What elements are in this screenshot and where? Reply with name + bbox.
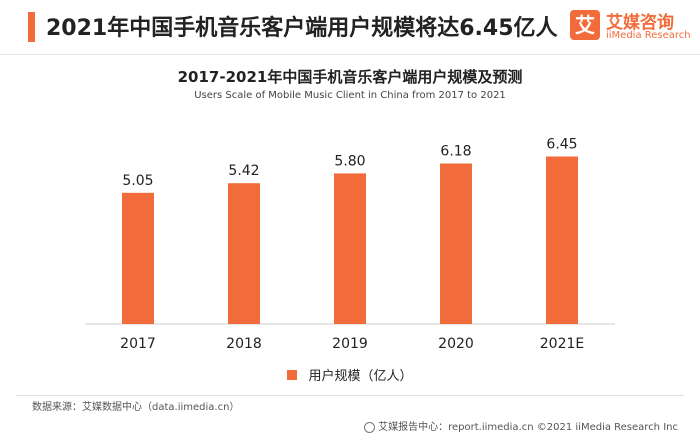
data-label-2019: 5.80 [334,153,365,169]
data-label-2020: 6.18 [440,144,471,160]
bar-2017 [122,192,154,324]
data-label-2021E: 6.45 [546,137,577,153]
x-tick-2021E: 2021E [540,336,584,352]
bar-2019 [334,173,366,324]
logo-mark-icon [570,10,600,40]
x-tick-2018: 2018 [226,336,262,352]
footer-divider [16,395,684,396]
logo-subtitle: iiMedia Research [606,30,691,41]
report-center-icon [364,421,376,433]
data-label-2017: 5.05 [122,173,153,189]
data-source: 数据来源：艾媒数据中心（data.iimedia.cn） [32,402,240,413]
x-tick-2017: 2017 [120,336,156,352]
report-header: 2021年中国手机音乐客户端用户规模将达6.45亿人 艾 艾媒咨询 iiMedi… [0,0,700,56]
data-label-2018: 5.42 [228,163,259,179]
header-divider [0,54,700,55]
bar-2020 [440,163,472,324]
report-footer-text: 艾媒报告中心：report.iimedia.cn ©2021 iiMedia R… [378,422,678,433]
chart-title: 2017-2021年中国手机音乐客户端用户规模及预测 [177,68,523,86]
chart-legend: 用户规模（亿人） [0,364,700,384]
iimedia-logo: 艾 艾媒咨询 iiMedia Research [570,8,696,48]
chart-subtitle: Users Scale of Mobile Music Client in Ch… [194,90,506,101]
header-accent-bar [28,12,35,42]
bar-2021E [546,156,578,324]
legend-label: 用户规模（亿人） [308,369,413,384]
logo-name: 艾媒咨询 [606,13,674,33]
report-footer: 艾媒报告中心：report.iimedia.cn ©2021 iiMedia R… [364,418,678,433]
page-title: 2021年中国手机音乐客户端用户规模将达6.45亿人 [46,16,558,41]
logo-mark-glyph: 艾 [575,13,595,37]
bar-2018 [228,183,260,324]
legend-swatch [287,369,298,380]
x-tick-2019: 2019 [332,336,368,352]
x-tick-2020: 2020 [438,336,474,352]
